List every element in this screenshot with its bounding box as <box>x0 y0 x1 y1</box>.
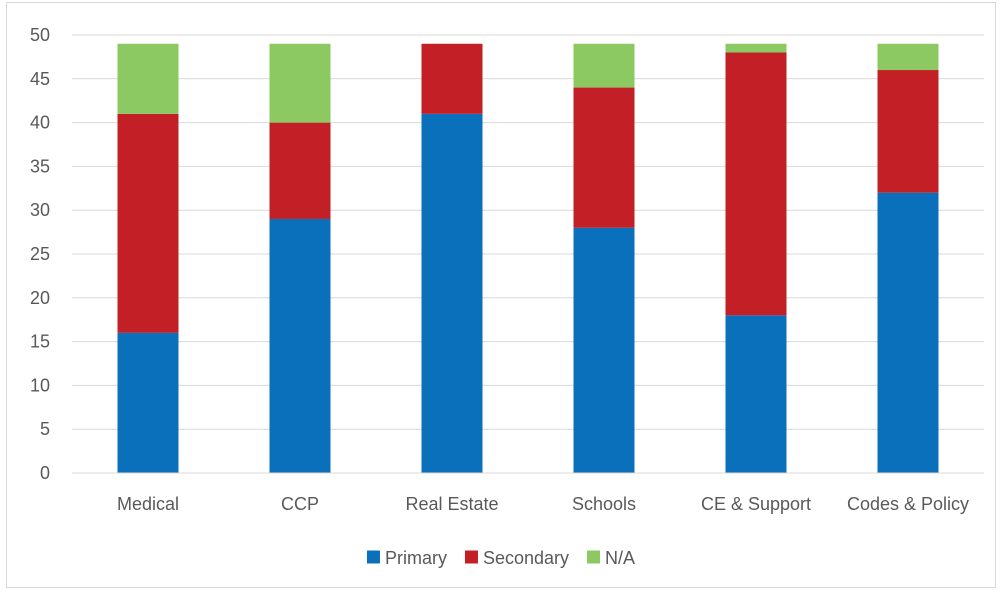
x-tick-label: Schools <box>572 494 636 514</box>
y-tick-label: 10 <box>30 375 50 395</box>
legend: Primary Secondary N/A <box>366 548 635 568</box>
bar-segment <box>877 43 939 71</box>
bar-segment <box>573 227 635 473</box>
x-tick-label: CE & Support <box>701 494 811 514</box>
bar-segment <box>725 315 787 473</box>
legend-label: N/A <box>605 548 635 568</box>
legend-swatch <box>587 550 601 564</box>
bar-segment <box>573 87 635 228</box>
y-tick-label: 20 <box>30 288 50 308</box>
legend-item: N/A <box>587 548 635 568</box>
bar-segment <box>725 43 787 53</box>
y-tick-label: 40 <box>30 113 50 133</box>
gridlines <box>72 34 984 430</box>
bar-segment <box>421 113 483 473</box>
bar-segment <box>421 43 483 114</box>
y-tick-label: 35 <box>30 156 50 176</box>
x-tick-label: Codes & Policy <box>847 494 969 514</box>
legend-item: Secondary <box>464 548 569 568</box>
y-tick-label: 25 <box>30 244 50 264</box>
y-axis-ticks: 0 5 10 15 20 25 30 35 40 45 50 <box>30 25 50 483</box>
bar-segment <box>269 122 331 219</box>
y-tick-label: 5 <box>40 419 50 439</box>
legend-swatch <box>464 550 478 564</box>
bar-segment <box>117 332 179 473</box>
bar-segment <box>877 70 939 193</box>
bar-segment <box>725 52 787 316</box>
bars <box>117 43 939 473</box>
x-tick-label: Real Estate <box>405 494 498 514</box>
x-axis-ticks: Medical CCP Real Estate Schools CE & Support… <box>117 494 969 514</box>
x-tick-label: Medical <box>117 494 179 514</box>
bar-segment <box>117 113 179 333</box>
legend-label: Primary <box>385 548 447 568</box>
y-tick-label: 30 <box>30 200 50 220</box>
y-tick-label: 0 <box>40 463 50 483</box>
bar-segment <box>573 43 635 88</box>
bar-segment <box>877 192 939 473</box>
bar-segment <box>269 43 331 123</box>
y-tick-label: 15 <box>30 332 50 352</box>
legend-swatch <box>366 550 380 564</box>
bar-segment <box>269 218 331 473</box>
legend-item: Primary <box>366 548 447 568</box>
y-tick-label: 50 <box>30 25 50 45</box>
bar-segment <box>117 43 179 114</box>
legend-label: Secondary <box>483 548 569 568</box>
x-tick-label: CCP <box>281 494 319 514</box>
y-tick-label: 45 <box>30 69 50 89</box>
